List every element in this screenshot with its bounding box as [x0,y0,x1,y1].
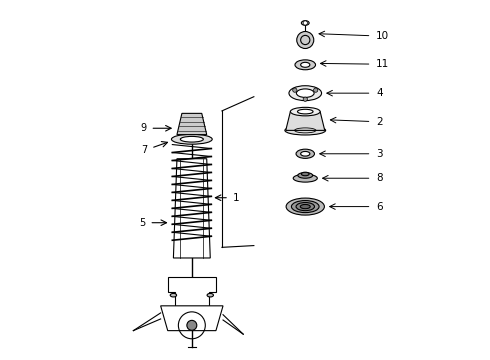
Text: 6: 6 [376,202,383,212]
Text: 9: 9 [141,123,147,133]
Text: 3: 3 [376,149,383,159]
Ellipse shape [301,62,310,67]
Ellipse shape [207,293,214,297]
Circle shape [303,97,307,101]
Ellipse shape [298,172,313,178]
Text: 2: 2 [376,117,383,126]
Ellipse shape [286,198,324,215]
Text: 1: 1 [233,193,239,203]
Polygon shape [286,112,325,130]
Ellipse shape [301,152,310,156]
Ellipse shape [170,293,176,297]
Text: 10: 10 [376,31,389,41]
Circle shape [314,88,318,92]
Ellipse shape [292,201,319,213]
Ellipse shape [293,174,318,182]
Circle shape [187,320,197,330]
Ellipse shape [301,21,309,25]
Ellipse shape [296,203,315,211]
Text: 4: 4 [376,88,383,98]
Ellipse shape [180,136,203,142]
Ellipse shape [297,109,313,114]
Circle shape [303,21,307,25]
Circle shape [297,31,314,49]
Ellipse shape [296,149,315,158]
Ellipse shape [300,204,310,209]
Ellipse shape [172,134,212,144]
Polygon shape [173,159,210,258]
Ellipse shape [289,86,321,100]
Text: 11: 11 [376,59,390,69]
Ellipse shape [295,60,316,70]
Ellipse shape [285,126,326,135]
Polygon shape [177,113,207,135]
Text: 5: 5 [140,218,146,228]
Text: 7: 7 [141,145,147,155]
Text: 8: 8 [376,173,383,183]
Polygon shape [168,278,216,306]
Circle shape [293,88,297,92]
Ellipse shape [301,172,309,176]
Ellipse shape [296,89,314,98]
Ellipse shape [291,107,320,116]
Polygon shape [161,306,223,330]
